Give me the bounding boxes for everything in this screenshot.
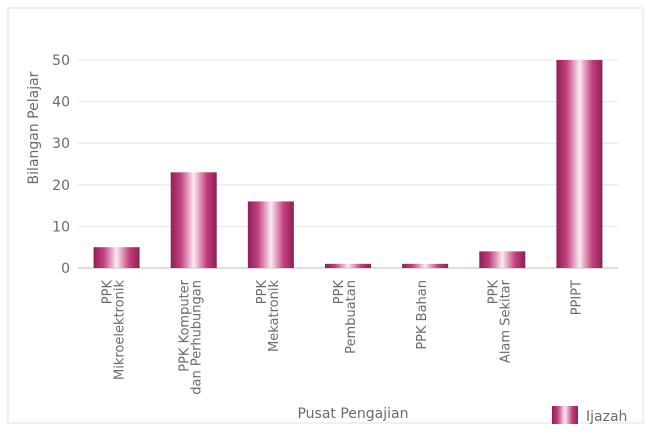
x-tick-label-line: PPK bbox=[255, 280, 270, 305]
x-tick-label: PPIPT bbox=[569, 280, 584, 315]
bar bbox=[479, 251, 526, 268]
y-tick-label: 50 bbox=[52, 53, 70, 69]
y-tick-labels: 0 10 20 30 40 50 bbox=[52, 53, 70, 277]
x-tick-label-line: PPK bbox=[332, 280, 347, 305]
bar bbox=[556, 60, 603, 268]
grid-lines bbox=[78, 59, 618, 269]
x-axis-label: Pusat Pengajian bbox=[297, 406, 408, 422]
x-tick-label-line: Alam Sekitar bbox=[498, 279, 513, 363]
x-tick-label-line: PPK bbox=[101, 280, 116, 305]
x-tick-label-line: PPK Bahan bbox=[415, 280, 430, 350]
bar bbox=[170, 172, 217, 268]
y-tick-label: 10 bbox=[52, 219, 70, 235]
y-axis-label: Bilangan Pelajar bbox=[26, 71, 42, 184]
legend-swatch bbox=[552, 406, 578, 424]
legend: Ijazah bbox=[552, 406, 627, 425]
y-tick-label: 20 bbox=[52, 178, 70, 194]
x-tick-label-line: PPIPT bbox=[569, 280, 584, 315]
y-tick-label: 30 bbox=[52, 136, 70, 152]
x-tick-label-line: Mekatronik bbox=[267, 280, 282, 352]
chart-border bbox=[7, 7, 644, 424]
x-tick-label-line: PPK Komputer bbox=[178, 279, 193, 371]
y-tick-label: 40 bbox=[52, 95, 70, 111]
legend-label: Ijazah bbox=[586, 409, 627, 425]
x-tick-label-line: PPK bbox=[486, 280, 501, 305]
x-tick-label: PPK Bahan bbox=[415, 280, 430, 350]
y-tick-label: 0 bbox=[61, 261, 70, 277]
bar bbox=[325, 263, 371, 268]
bar bbox=[93, 247, 140, 268]
x-tick-label-line: Pembuatan bbox=[344, 280, 359, 354]
x-tick-label-line: dan Perhubungan bbox=[190, 280, 205, 395]
x-tick-label-line: Mikroelektronik bbox=[113, 280, 128, 380]
bars bbox=[93, 60, 603, 268]
bar bbox=[402, 263, 449, 268]
bar bbox=[247, 201, 294, 268]
